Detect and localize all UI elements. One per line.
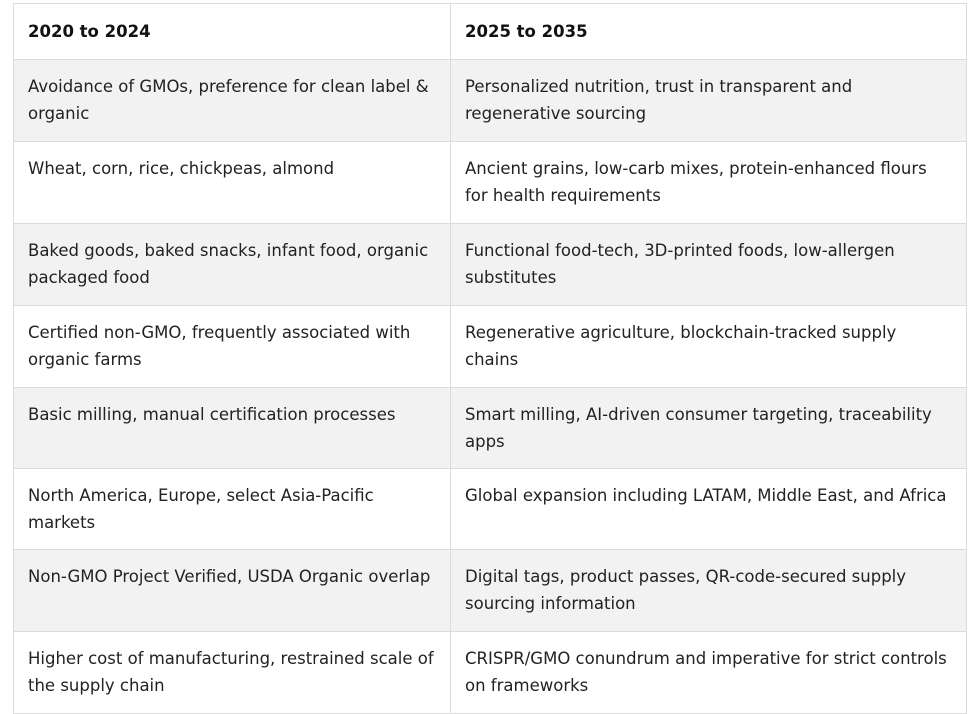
header-period-2025-2035: 2025 to 2035 [450, 3, 967, 60]
table-cell-2025-2035: Global expansion including LATAM, Middle… [450, 468, 967, 550]
table-cell-2020-2024: Higher cost of manufacturing, restrained… [13, 631, 451, 714]
table-cell-2020-2024: Wheat, corn, rice, chickpeas, almond [13, 141, 451, 224]
table-cell-2025-2035: Functional food-tech, 3D-printed foods, … [450, 223, 967, 306]
table-row: Non-GMO Project Verified, USDA Organic o… [13, 549, 967, 632]
table-cell-2020-2024: Certified non-GMO, frequently associated… [13, 305, 451, 388]
table-row: Avoidance of GMOs, preference for clean … [13, 59, 967, 142]
table-cell-2020-2024: Baked goods, baked snacks, infant food, … [13, 223, 451, 306]
table-cell-2025-2035: Digital tags, product passes, QR-code-se… [450, 549, 967, 632]
table-row: Higher cost of manufacturing, restrained… [13, 631, 967, 714]
table-row: Certified non-GMO, frequently associated… [13, 305, 967, 388]
table-cell-2020-2024: Avoidance of GMOs, preference for clean … [13, 59, 451, 142]
table-row: North America, Europe, select Asia-Pacif… [13, 468, 967, 550]
table-cell-2020-2024: North America, Europe, select Asia-Pacif… [13, 468, 451, 550]
table-cell-2025-2035: Smart milling, AI-driven consumer target… [450, 387, 967, 469]
table-cell-2020-2024: Non-GMO Project Verified, USDA Organic o… [13, 549, 451, 632]
header-period-2020-2024: 2020 to 2024 [13, 3, 451, 60]
table-header-row: 2020 to 2024 2025 to 2035 [13, 3, 967, 60]
table-row: Basic milling, manual certification proc… [13, 387, 967, 469]
table-cell-2020-2024: Basic milling, manual certification proc… [13, 387, 451, 469]
table-cell-2025-2035: CRISPR/GMO conundrum and imperative for … [450, 631, 967, 714]
comparison-table: 2020 to 2024 2025 to 2035 Avoidance of G… [13, 3, 967, 714]
table-cell-2025-2035: Regenerative agriculture, blockchain-tra… [450, 305, 967, 388]
comparison-table-container: 2020 to 2024 2025 to 2035 Avoidance of G… [13, 3, 967, 714]
table-cell-2025-2035: Personalized nutrition, trust in transpa… [450, 59, 967, 142]
table-row: Baked goods, baked snacks, infant food, … [13, 223, 967, 306]
table-row: Wheat, corn, rice, chickpeas, almond Anc… [13, 141, 967, 224]
table-cell-2025-2035: Ancient grains, low-carb mixes, protein-… [450, 141, 967, 224]
